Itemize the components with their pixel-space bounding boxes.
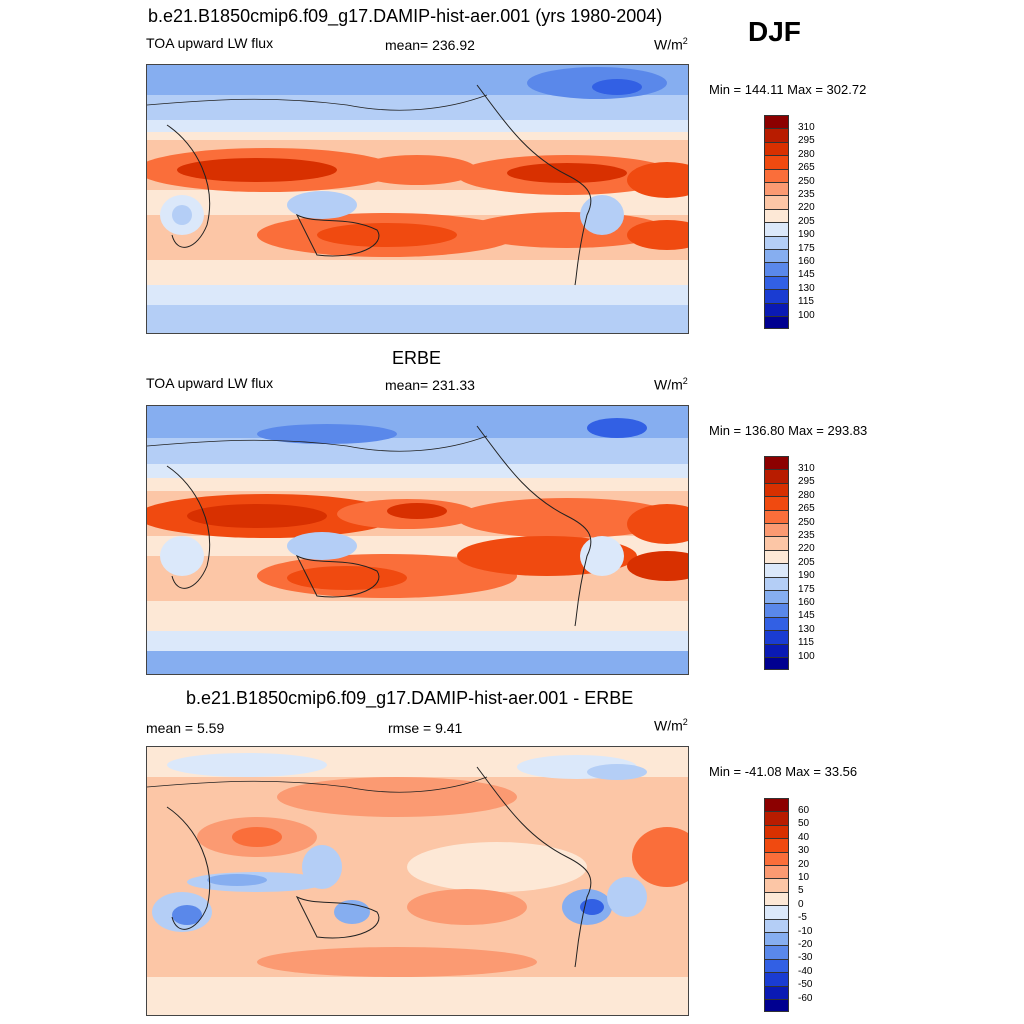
panel1-map-field [147, 65, 688, 333]
panel3-cbar-label: -20 [798, 939, 813, 950]
panel3-cbar-label: 0 [798, 898, 804, 910]
panel3-cbar-label: 60 [798, 805, 810, 816]
panel1-cbar-label: 190 [798, 229, 815, 241]
panel1-mean-label: mean= 236.92 [385, 37, 475, 53]
panel2-cbar-label: 265 [798, 503, 815, 515]
panel1-cbar-label: 160 [798, 256, 815, 267]
panel1-title: b.e21.B1850cmip6.f09_g17.DAMIP-hist-aer.… [148, 6, 663, 26]
panel2-cbar-label: 115 [798, 637, 814, 649]
panel3-cbar-label: 40 [798, 831, 810, 843]
panel3-mean-label: mean = 5.59 [146, 720, 225, 736]
panel2-cbar-label: 130 [798, 623, 815, 635]
panel2-map [146, 405, 689, 675]
season-label: DJF [748, 16, 801, 47]
panel2-variable-label: TOA upward LW flux [146, 375, 274, 391]
panel2-colorbar: 310 295 280 265 250 235 220 205 190 175 … [764, 456, 815, 670]
panel2-cbar-label: 235 [798, 530, 815, 541]
panel3-rmse-label: rmse = 9.41 [388, 720, 463, 736]
panel2-cbar-label: 145 [798, 610, 815, 622]
panel2-cbar-label: 205 [798, 556, 815, 568]
panel2-minmax: Min = 136.80 Max = 293.83 [709, 423, 868, 438]
panel1-units: W/m2 [654, 36, 688, 53]
panel1-cbar-label: 250 [798, 175, 815, 187]
panel1-map [146, 64, 689, 334]
panel2-title: ERBE [392, 348, 442, 368]
panel1-minmax: Min = 144.11 Max = 302.72 [709, 82, 867, 97]
panel2-cbar-label: 100 [798, 650, 815, 662]
panel3-units: W/m2 [654, 717, 688, 734]
panel1-cbar-label: 100 [798, 309, 815, 321]
panel1-cbar-label: 175 [798, 242, 815, 254]
panel3-map [146, 746, 689, 1016]
panel1-cbar-label: 220 [798, 202, 815, 214]
panel3-cbar-label: 50 [798, 818, 810, 830]
panel3-colorbar: 60 50 40 30 20 10 5 0 -5 -10 -20 -30 -40… [764, 798, 812, 1012]
panel2-cbar-label: 190 [798, 570, 815, 582]
panel3-cbar-label: -50 [798, 979, 813, 991]
panel2-map-field [147, 406, 688, 674]
panel2-units: W/m2 [654, 376, 688, 393]
panel3-cbar-label: 5 [798, 885, 804, 897]
panel1-cbar-label: 265 [798, 162, 815, 174]
panel2-cbar-label: 310 [798, 463, 815, 474]
panel1-colorbar: 310 295 280 265 250 235 220 205 190 175 … [764, 115, 815, 329]
panel1-variable-label: TOA upward LW flux [146, 35, 274, 51]
panel3-cbar-label: 20 [798, 858, 810, 870]
panel1-cbar-label: 280 [798, 148, 815, 160]
panel1-cbar-label: 235 [798, 189, 815, 200]
panel2-cbar-label: 160 [798, 597, 815, 608]
panel3-cbar-label: -60 [798, 992, 813, 1004]
panel3-cbar-label: -30 [798, 952, 813, 964]
panel3-cbar-label: 30 [798, 845, 810, 857]
panel1-cbar-label: 130 [798, 282, 815, 294]
panel3-minmax: Min = -41.08 Max = 33.56 [709, 764, 858, 779]
panel3-cbar-label: -10 [798, 925, 813, 937]
panel1-cbar-label: 310 [798, 122, 815, 133]
panel2-cbar-label: 280 [798, 489, 815, 501]
panel3-cbar-label: -5 [798, 912, 807, 924]
panel3-map-field [147, 747, 688, 1015]
panel1-cbar-label: 295 [798, 135, 815, 147]
panel2-cbar-label: 250 [798, 516, 815, 528]
panel2-cbar-label: 295 [798, 476, 815, 488]
panel3-cbar-label: 10 [798, 872, 810, 883]
panel1-cbar-label: 115 [798, 296, 814, 308]
panel1-cbar-label: 205 [798, 215, 815, 227]
panel1-cbar-label: 145 [798, 269, 815, 281]
panel3-cbar-label: -40 [798, 965, 813, 977]
panel3-title: b.e21.B1850cmip6.f09_g17.DAMIP-hist-aer.… [186, 688, 634, 708]
panel2-mean-label: mean= 231.33 [385, 377, 475, 393]
panel2-cbar-label: 175 [798, 583, 815, 595]
panel2-cbar-label: 220 [798, 543, 815, 555]
